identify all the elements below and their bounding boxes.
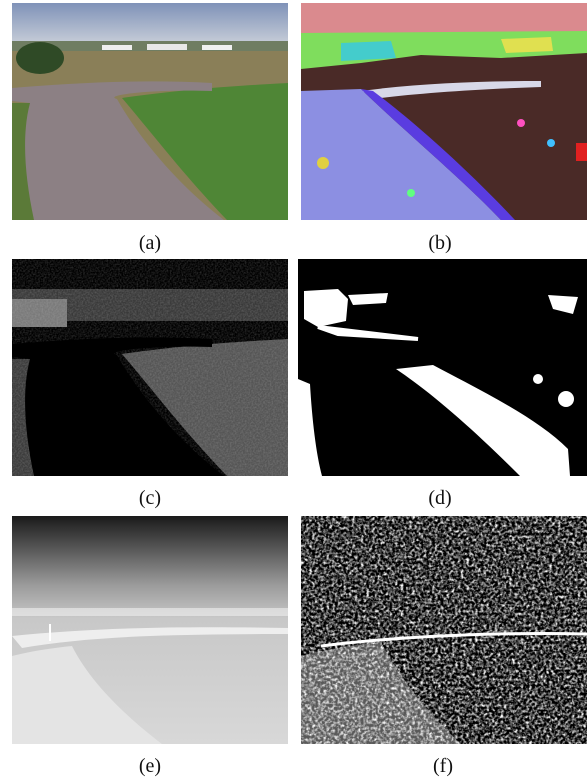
caption: (b) bbox=[390, 232, 490, 255]
region bbox=[533, 374, 543, 384]
tree bbox=[16, 42, 64, 74]
building bbox=[102, 45, 132, 50]
caption: (c) bbox=[100, 487, 200, 510]
mask bbox=[298, 259, 587, 476]
caption: (a) bbox=[100, 232, 200, 255]
caption: (e) bbox=[100, 755, 200, 778]
region bbox=[558, 391, 574, 407]
page: {"panels": [{"label": "(a)"}, {"label": … bbox=[0, 0, 588, 778]
building bbox=[202, 45, 232, 50]
caption: (d) bbox=[390, 487, 490, 510]
caption: (f) bbox=[393, 755, 493, 778]
building bbox=[147, 44, 187, 50]
sky bbox=[12, 3, 288, 45]
segment bbox=[576, 143, 587, 161]
region bbox=[348, 293, 388, 305]
speckle bbox=[301, 516, 587, 744]
figure: (a) (b) (c) (d) (e) (f) (() => { const d… bbox=[0, 0, 588, 778]
texture-map bbox=[12, 259, 288, 476]
horizon bbox=[12, 608, 288, 616]
photo-rgb bbox=[12, 3, 288, 220]
segment bbox=[547, 139, 555, 147]
region bbox=[304, 289, 348, 327]
segmentation bbox=[301, 3, 587, 220]
thermal bbox=[12, 516, 288, 744]
segment bbox=[407, 189, 415, 197]
segment bbox=[317, 157, 329, 169]
segment bbox=[501, 37, 553, 53]
segment bbox=[341, 41, 396, 61]
segment bbox=[517, 119, 525, 127]
